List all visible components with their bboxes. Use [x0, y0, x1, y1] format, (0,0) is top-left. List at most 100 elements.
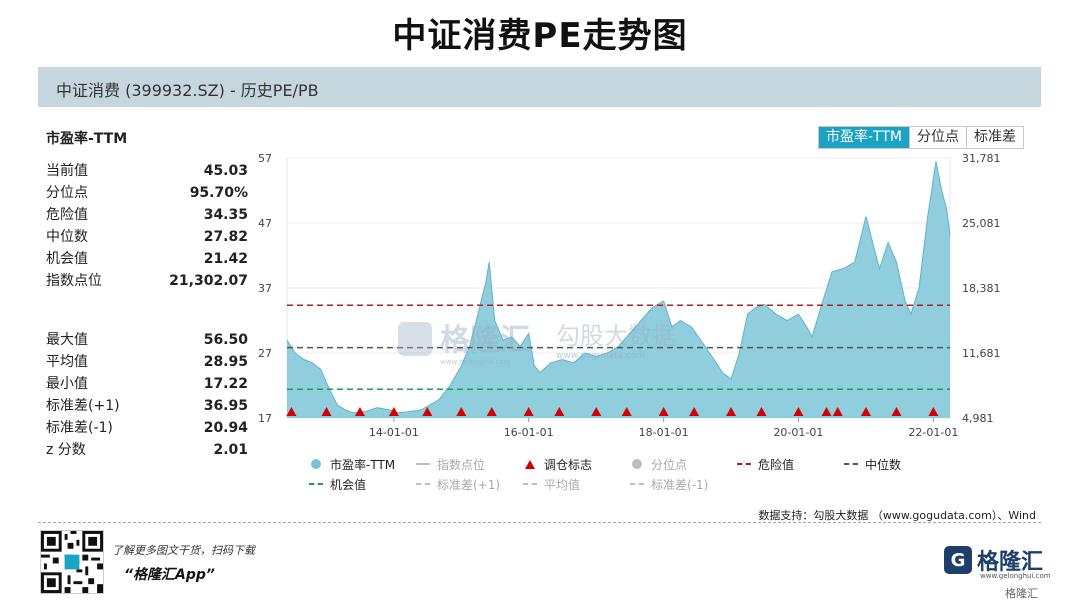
stat-value: 28.95	[203, 354, 248, 370]
footer-hint: 了解更多图文干货，扫码下载	[112, 544, 255, 557]
stat-label: 标准差(-1)	[46, 420, 113, 436]
y-right-tick-label: 31,781	[962, 152, 1001, 165]
tab-pe-ttm[interactable]: 市盈率-TTM	[819, 127, 910, 148]
legend-dash-icon	[733, 463, 755, 465]
y-left-tick-label: 47	[258, 217, 272, 230]
stat-value: 56.50	[203, 332, 248, 348]
qr-code	[40, 530, 104, 594]
y-right-tick-label: 4,981	[962, 412, 994, 425]
rebalance-marker	[860, 407, 871, 416]
legend-dash-icon	[519, 483, 541, 485]
tab-std-dev[interactable]: 标准差	[967, 127, 1023, 148]
legend-label: 分位点	[651, 457, 688, 472]
legend-label: 中位数	[865, 457, 902, 472]
legend-label: 标准差(-1)	[651, 477, 709, 492]
y-left-tick-label: 17	[258, 412, 272, 425]
watermark-brand-url: www.gelonghui.com	[440, 358, 511, 366]
stat-row: z 分数 2.01	[46, 439, 248, 461]
legend-item[interactable]: 中位数	[840, 456, 947, 473]
page-title: 中证消费PE走势图	[392, 16, 688, 56]
stat-label: 危险值	[46, 207, 88, 223]
stat-label: 平均值	[46, 354, 88, 370]
legend-row: 市盈率-TTM 指数点位 调仓标志 分位点 危险值 中位数	[305, 454, 1005, 474]
x-tick-label: 20-01-01	[773, 426, 823, 439]
legend-dot-icon	[305, 459, 327, 469]
stat-row: 最小值 17.22	[46, 373, 248, 395]
rebalance-marker	[756, 407, 767, 416]
rebalance-marker	[658, 407, 669, 416]
y-right-tick-label: 11,681	[962, 347, 1001, 360]
header-bar: 中证消费 (399932.SZ) - 历史PE/PB	[38, 67, 1041, 107]
rebalance-marker	[832, 407, 843, 416]
legend-item[interactable]: 平均值	[519, 476, 626, 493]
legend-item[interactable]: 指数点位	[412, 456, 519, 473]
data-source: 数据支持：勾股大数据 （www.gogudata.com）、Wind	[758, 509, 1036, 522]
rebalance-marker	[821, 407, 832, 416]
stat-value: 2.01	[213, 442, 248, 458]
stat-value: 27.82	[203, 229, 248, 245]
legend-dash-icon	[840, 463, 862, 465]
pe-line-series	[286, 161, 951, 414]
stat-value: 17.22	[203, 376, 248, 392]
legend-label: 危险值	[758, 457, 795, 472]
x-tick-label: 22-01-01	[908, 426, 958, 439]
stat-row: 危险值 34.35	[46, 204, 248, 226]
rebalance-marker	[523, 407, 534, 416]
qr-code-icon	[41, 531, 103, 593]
y-right-tick-label: 18,381	[962, 282, 1001, 295]
stat-label: 分位点	[46, 185, 88, 201]
stat-value: 45.03	[203, 163, 248, 179]
watermark-g-icon	[398, 322, 432, 356]
stats-group-secondary: 最大值 56.50 平均值 28.95 最小值 17.22 标准差(+1) 36.95 标准差(…	[46, 329, 248, 461]
rebalance-marker	[726, 407, 737, 416]
pe-area-series	[287, 161, 950, 419]
rebalance-marker	[793, 407, 804, 416]
legend-line-icon	[412, 463, 434, 465]
legend-item[interactable]: 标准差(-1)	[626, 476, 733, 493]
x-tick-label: 16-01-01	[504, 426, 554, 439]
stat-label: 中位数	[46, 229, 88, 245]
legend-triangle-icon	[519, 459, 541, 469]
legend-item[interactable]: 市盈率-TTM	[305, 456, 412, 473]
legend-item[interactable]: 标准差(+1)	[412, 476, 519, 493]
legend-item[interactable]: 危险值	[733, 456, 840, 473]
rebalance-marker	[928, 407, 939, 416]
stat-label: z 分数	[46, 442, 86, 458]
stat-label: 当前值	[46, 163, 88, 179]
legend-dash-icon	[626, 483, 648, 485]
stat-value: 36.95	[203, 398, 248, 414]
stat-label: 最大值	[46, 332, 88, 348]
stat-label: 最小值	[46, 376, 88, 392]
legend-item[interactable]: 机会值	[305, 476, 412, 493]
legend-item[interactable]: 调仓标志	[519, 456, 626, 473]
stat-row: 平均值 28.95	[46, 351, 248, 373]
rebalance-marker	[554, 407, 565, 416]
legend-item[interactable]: 分位点	[626, 456, 733, 473]
y-left-tick-label: 27	[258, 347, 272, 360]
stat-value: 95.70%	[189, 185, 248, 201]
stat-row: 指数点位 21,302.07	[46, 270, 248, 292]
chart-legend: 市盈率-TTM 指数点位 调仓标志 分位点 危险值 中位数机会值 标准差(+1) 平均值 标准差…	[305, 454, 1005, 494]
legend-dash-icon	[305, 483, 327, 485]
corner-watermark: 格隆汇	[1005, 587, 1038, 600]
metric-tabs: 市盈率-TTM 分位点 标准差	[818, 126, 1024, 149]
rebalance-marker	[422, 407, 433, 416]
stat-value: 21.42	[203, 251, 248, 267]
stat-row: 分位点 95.70%	[46, 182, 248, 204]
stat-row: 中位数 27.82	[46, 226, 248, 248]
stat-row: 标准差(-1) 20.94	[46, 417, 248, 439]
brand-url: www.gelonghui.com	[980, 572, 1051, 580]
stat-row: 标准差(+1) 36.95	[46, 395, 248, 417]
stat-value: 34.35	[203, 207, 248, 223]
rebalance-marker	[286, 407, 297, 416]
legend-row: 机会值 标准差(+1) 平均值 标准差(-1)	[305, 474, 1005, 494]
rebalance-marker	[689, 407, 700, 416]
legend-label: 平均值	[544, 477, 581, 492]
rebalance-marker	[388, 407, 399, 416]
legend-label: 指数点位	[437, 457, 486, 472]
stat-label: 指数点位	[46, 273, 102, 289]
legend-label: 调仓标志	[544, 457, 593, 472]
stat-value: 21,302.07	[169, 273, 248, 289]
tab-percentile[interactable]: 分位点	[910, 127, 967, 148]
